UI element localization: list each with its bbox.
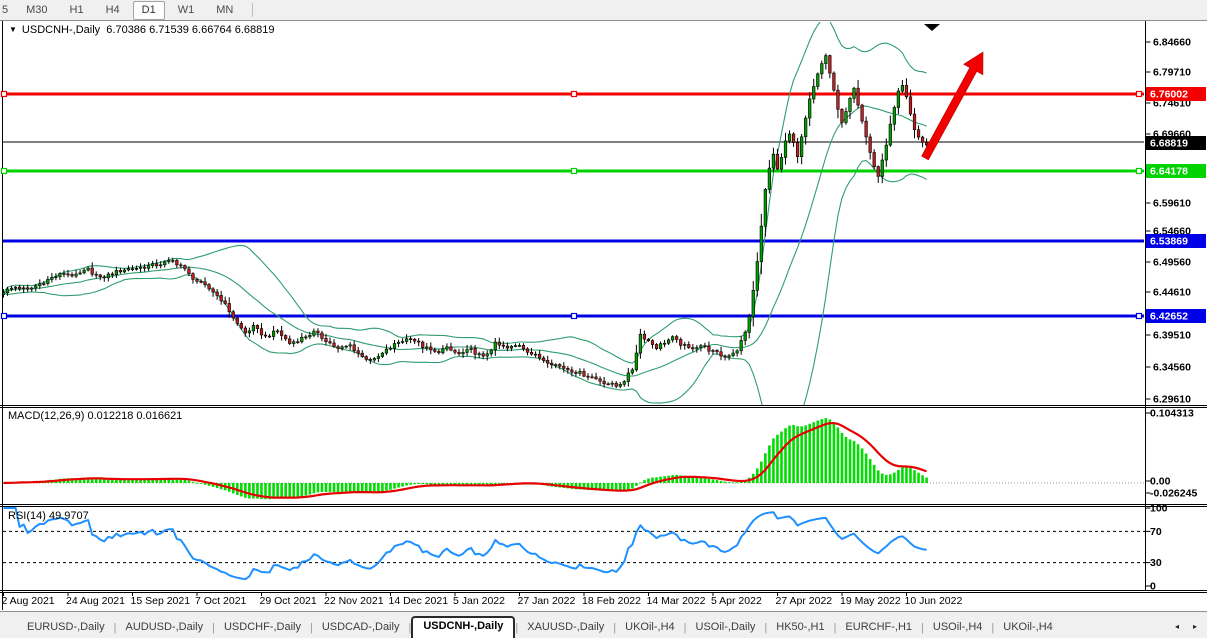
tab-xauusd-daily[interactable]: XAUUSD-,Daily — [527, 621, 605, 633]
tab-audusd-daily[interactable]: AUDUSD-,Daily — [125, 621, 204, 633]
svg-text:6.39510: 6.39510 — [1153, 330, 1191, 342]
trend-arrow[interactable] — [921, 51, 984, 161]
svg-text:6.84660: 6.84660 — [1153, 37, 1191, 49]
arrow-marker-icon[interactable] — [924, 24, 940, 31]
svg-text:10 Jun 2022: 10 Jun 2022 — [905, 595, 963, 607]
rsi-line — [3, 507, 927, 581]
svg-text:30: 30 — [1150, 557, 1162, 569]
tab-separator: | — [212, 622, 215, 634]
svg-text:18 Feb 2022: 18 Feb 2022 — [582, 595, 641, 607]
svg-text:100: 100 — [1150, 503, 1168, 515]
svg-text:6.49560: 6.49560 — [1153, 257, 1191, 269]
chart-symbol-label: USDCNH-,Daily — [21, 24, 101, 36]
svg-text:27 Jan 2022: 27 Jan 2022 — [518, 595, 576, 607]
period-button-w1[interactable]: W1 — [177, 3, 195, 16]
svg-text:24 Aug 2021: 24 Aug 2021 — [66, 595, 125, 607]
svg-text:6.53869: 6.53869 — [1150, 236, 1188, 248]
chart-ohlc-values: 6.70386 6.71539 6.66764 6.68819 — [106, 24, 275, 36]
tab-separator: | — [113, 622, 117, 634]
svg-text:6.42652: 6.42652 — [1150, 311, 1188, 323]
date-axis: 2 Aug 2021 24 Aug 2021 15 Sep 2021 7 Oct 20… — [2, 592, 963, 607]
svg-text:6.68819: 6.68819 — [1150, 138, 1188, 150]
tab-scroll-left-icon[interactable]: ◂ — [1174, 622, 1179, 631]
tab-scroll-right-icon[interactable]: ▸ — [1192, 622, 1197, 631]
svg-text:6.64178: 6.64178 — [1150, 166, 1188, 178]
chart-dropdown-icon[interactable]: ▼ — [9, 25, 17, 34]
tab-scroll-arrows: ◂ ▸ — [1175, 622, 1197, 638]
macd-values: 0.012218 0.016621 — [87, 410, 183, 422]
period-button-mn[interactable]: MN — [216, 3, 234, 16]
price-box — [1146, 136, 1206, 150]
svg-text:6.59610: 6.59610 — [1153, 198, 1191, 210]
period-button-d1[interactable]: D1 — [132, 0, 165, 20]
tab-usdcnh-daily[interactable]: USDCNH-,Daily — [411, 616, 516, 638]
price-chart-canvas[interactable]: 6.846606.797106.746106.696606.596106.546… — [0, 20, 1207, 612]
tab-hk50-h1[interactable]: HK50-,H1 — [776, 621, 825, 633]
price-box — [1146, 234, 1206, 248]
svg-text:29 Oct 2021: 29 Oct 2021 — [260, 595, 317, 607]
svg-text:0: 0 — [1150, 581, 1156, 593]
price-box — [1146, 87, 1206, 101]
svg-text:7 Oct 2021: 7 Oct 2021 — [195, 595, 247, 607]
svg-text:0.00: 0.00 — [1150, 476, 1171, 488]
svg-text:5 Apr 2022: 5 Apr 2022 — [711, 595, 762, 607]
svg-text:27 Apr 2022: 27 Apr 2022 — [776, 595, 833, 607]
chart-title: ▼ USDCNH-,Daily 6.70386 6.71539 6.66764 6… — [9, 24, 275, 36]
tab-usoil-h4[interactable]: USOil-,H4 — [932, 621, 983, 633]
price-box — [1146, 164, 1206, 178]
timeframe-toolbar: 5 M30 H1 H4 D1 W1 MN — [0, 0, 1207, 21]
svg-text:14 Mar 2022: 14 Mar 2022 — [647, 595, 706, 607]
annotations — [921, 24, 984, 161]
svg-text:22 Nov 2021: 22 Nov 2021 — [324, 595, 384, 607]
period-button-h4[interactable]: H4 — [105, 3, 120, 16]
rsi-label: RSI(14) 49.9707 — [8, 510, 89, 522]
tab-separator: | — [515, 622, 519, 634]
toolbar-separator — [252, 3, 254, 17]
macd-signal-line — [3, 421, 927, 499]
period-button-5[interactable]: 5 — [2, 3, 9, 16]
tab-usoil-daily[interactable]: USOil-,Daily — [695, 621, 756, 633]
tab-separator: | — [764, 622, 768, 634]
tab-separator: | — [408, 622, 412, 634]
svg-text:19 May 2022: 19 May 2022 — [840, 595, 901, 607]
tab-eurchf-h1[interactable]: EURCHF-,H1 — [845, 621, 913, 633]
line-selection-markers — [0, 90, 1143, 320]
svg-text:6.76002: 6.76002 — [1150, 89, 1188, 101]
bollinger-bands — [3, 22, 927, 405]
tab-separator: | — [683, 622, 687, 634]
svg-text:14 Dec 2021: 14 Dec 2021 — [389, 595, 449, 607]
period-button-h1[interactable]: H1 — [69, 3, 84, 16]
tab-eurusd-daily[interactable]: EURUSD-,Daily — [27, 621, 105, 633]
price-box — [1146, 309, 1206, 323]
tab-separator: | — [991, 622, 995, 634]
svg-text:6.29610: 6.29610 — [1153, 394, 1191, 406]
svg-text:6.44610: 6.44610 — [1153, 287, 1191, 299]
macd-axis: 0.104313 0.00-0.026245 — [1145, 408, 1197, 500]
period-button-m30[interactable]: M30 — [26, 3, 48, 16]
price-axis: 6.846606.797106.746106.696606.596106.546… — [1145, 37, 1206, 406]
svg-text:70: 70 — [1150, 526, 1162, 538]
tab-separator: | — [309, 622, 313, 634]
tab-separator: | — [613, 622, 617, 634]
chart-window: 6.84660 6.79710 6.74610 6.69660 6.59610 6.546… — [0, 20, 1207, 612]
svg-text:6.34560: 6.34560 — [1153, 362, 1191, 374]
tab-separator: | — [921, 622, 924, 634]
svg-text:5 Jan 2022: 5 Jan 2022 — [453, 595, 505, 607]
svg-text:15 Sep 2021: 15 Sep 2021 — [131, 595, 191, 607]
svg-text:-0.026245: -0.026245 — [1150, 488, 1197, 500]
tab-separator: | — [833, 622, 837, 634]
candlesticks — [3, 53, 929, 389]
tab-ukoil-h4[interactable]: UKOil-,H4 — [625, 621, 675, 633]
macd-label: MACD(12,26,9) 0.012218 0.016621 — [8, 410, 183, 422]
svg-text:2 Aug 2021: 2 Aug 2021 — [2, 595, 55, 607]
tab-ukoil-h4[interactable]: UKOil-,H4 — [1003, 621, 1053, 633]
tab-usdcad-daily[interactable]: USDCAD-,Daily — [321, 621, 400, 633]
symbol-tabbar: EURUSD-,Daily | AUDUSD-,Daily | USDCHF-,Dail… — [0, 611, 1207, 638]
svg-text:0.104313: 0.104313 — [1150, 408, 1194, 420]
svg-text:6.79710: 6.79710 — [1153, 67, 1191, 79]
tab-usdchf-daily[interactable]: USDCHF-,Daily — [223, 621, 301, 633]
